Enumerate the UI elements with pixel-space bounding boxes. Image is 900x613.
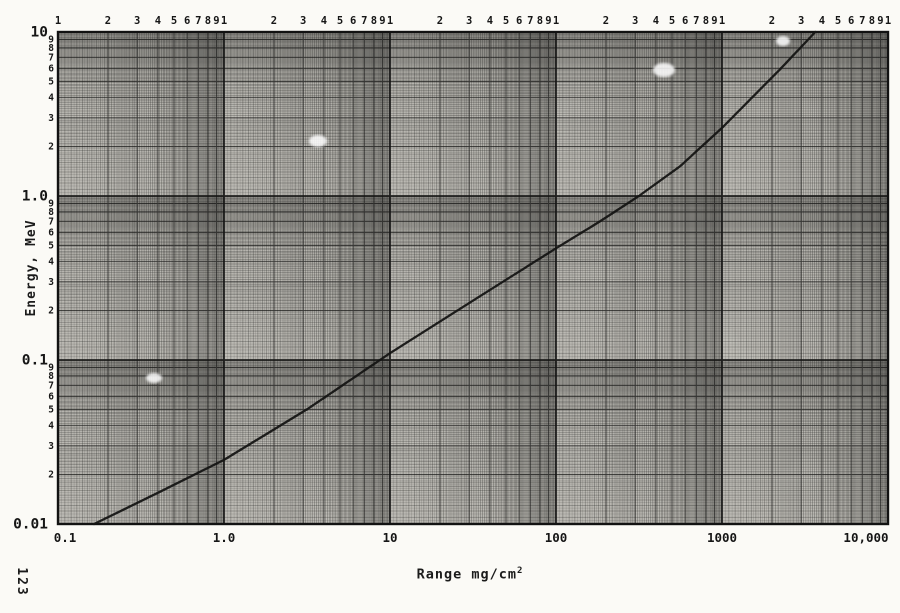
x-top-tick-label: 6 bbox=[516, 15, 522, 27]
x-top-tick-label: 3 bbox=[134, 15, 140, 27]
y-axis-minor-tick-label: 5 bbox=[48, 404, 54, 415]
x-top-tick-label: 7 bbox=[195, 15, 201, 27]
page-number: 123 bbox=[14, 567, 29, 597]
x-top-tick-label: 8 bbox=[371, 15, 377, 27]
y-axis-minor-tick-label: 8 bbox=[48, 43, 54, 54]
y-axis-decade-label: 1.0 bbox=[22, 189, 48, 205]
y-axis-minor-tick-label: 6 bbox=[48, 227, 54, 238]
x-top-tick-label: 6 bbox=[184, 15, 190, 27]
y-axis-minor-tick-label: 8 bbox=[48, 371, 54, 382]
x-top-tick-label: 7 bbox=[527, 15, 533, 27]
x-top-tick-label: 9 bbox=[545, 15, 551, 27]
y-axis-minor-tick-label: 3 bbox=[48, 441, 54, 452]
x-axis-tick-label: 1.0 bbox=[213, 530, 236, 545]
scan-white-spot bbox=[309, 135, 327, 147]
y-axis-decade-label: 0.01 bbox=[13, 517, 48, 533]
y-axis-minor-tick-label: 9 bbox=[48, 363, 54, 374]
x-top-tick-label: 2 bbox=[769, 15, 775, 27]
energy-range-curve bbox=[92, 30, 817, 526]
x-top-tick-label: 5 bbox=[337, 15, 343, 27]
x-top-tick-label: 1 bbox=[55, 15, 61, 27]
y-axis-minor-tick-label: 7 bbox=[48, 52, 54, 63]
x-top-tick-label: 9 bbox=[379, 15, 385, 27]
y-axis-minor-tick-label: 6 bbox=[48, 63, 54, 74]
x-top-tick-label: 4 bbox=[487, 15, 493, 27]
scan-white-spot bbox=[653, 63, 675, 77]
x-top-tick-label: 1 bbox=[885, 15, 891, 27]
x-top-tick-label: 3 bbox=[300, 15, 306, 27]
y-axis-title: Energy, MeV bbox=[24, 219, 39, 317]
x-top-tick-label: 8 bbox=[537, 15, 543, 27]
x-top-tick-label: 3 bbox=[632, 15, 638, 27]
x-top-tick-label: 4 bbox=[653, 15, 659, 27]
x-axis-tick-label: 1000 bbox=[707, 530, 737, 545]
x-axis-title-exponent: 2 bbox=[516, 566, 524, 576]
x-top-tick-label: 1 bbox=[553, 15, 559, 27]
x-top-tick-label: 5 bbox=[669, 15, 675, 27]
x-top-tick-label: 7 bbox=[693, 15, 699, 27]
x-axis-title: Range mg/cm2 bbox=[350, 566, 590, 586]
y-axis-minor-tick-label: 7 bbox=[48, 380, 54, 391]
x-top-tick-label: 9 bbox=[877, 15, 883, 27]
x-top-tick-label: 4 bbox=[321, 15, 327, 27]
x-top-tick-label: 4 bbox=[155, 15, 161, 27]
x-top-tick-label: 2 bbox=[603, 15, 609, 27]
y-axis-minor-tick-label: 2 bbox=[48, 142, 54, 153]
y-axis-minor-tick-label: 4 bbox=[48, 420, 54, 431]
y-axis-minor-tick-label: 5 bbox=[48, 76, 54, 87]
y-axis-decade-label: 10 bbox=[31, 25, 48, 41]
x-top-tick-label: 8 bbox=[703, 15, 709, 27]
x-top-tick-label: 8 bbox=[869, 15, 875, 27]
scan-grain-texture bbox=[58, 32, 888, 524]
y-axis-minor-tick-label: 3 bbox=[48, 113, 54, 124]
x-top-tick-label: 7 bbox=[361, 15, 367, 27]
y-axis-decade-label: 0.1 bbox=[22, 353, 48, 369]
x-top-tick-label: 9 bbox=[711, 15, 717, 27]
y-axis-minor-tick-label: 9 bbox=[48, 35, 54, 46]
y-axis-minor-tick-label: 8 bbox=[48, 207, 54, 218]
y-axis-minor-tick-label: 2 bbox=[48, 470, 54, 481]
x-top-tick-label: 2 bbox=[271, 15, 277, 27]
x-axis-tick-label: 10 bbox=[382, 530, 397, 545]
x-top-tick-label: 3 bbox=[466, 15, 472, 27]
x-axis-tick-label: 0.1 bbox=[54, 530, 77, 545]
x-top-tick-label: 2 bbox=[437, 15, 443, 27]
x-top-tick-label: 8 bbox=[205, 15, 211, 27]
y-axis-minor-tick-label: 4 bbox=[48, 92, 54, 103]
x-top-tick-label: 1 bbox=[221, 15, 227, 27]
y-axis-minor-tick-label: 6 bbox=[48, 391, 54, 402]
scan-white-spot bbox=[146, 373, 162, 383]
x-axis-title-text: Range mg/cm bbox=[416, 566, 517, 583]
x-top-tick-label: 4 bbox=[819, 15, 825, 27]
y-axis-minor-tick-label: 7 bbox=[48, 216, 54, 227]
x-top-tick-label: 5 bbox=[503, 15, 509, 27]
x-top-tick-label: 5 bbox=[171, 15, 177, 27]
x-top-tick-label: 6 bbox=[848, 15, 854, 27]
x-top-tick-label: 1 bbox=[387, 15, 393, 27]
x-top-tick-label: 2 bbox=[105, 15, 111, 27]
scan-white-spot bbox=[776, 36, 790, 46]
x-top-tick-label: 9 bbox=[213, 15, 219, 27]
x-top-tick-label: 1 bbox=[719, 15, 725, 27]
x-top-tick-label: 6 bbox=[682, 15, 688, 27]
x-top-tick-label: 6 bbox=[350, 15, 356, 27]
x-axis-tick-label: 10,000 bbox=[843, 530, 888, 545]
y-axis-minor-tick-label: 4 bbox=[48, 256, 54, 267]
y-axis-minor-tick-label: 9 bbox=[48, 199, 54, 210]
x-top-tick-label: 7 bbox=[859, 15, 865, 27]
y-axis-minor-tick-label: 2 bbox=[48, 306, 54, 317]
x-axis-tick-label: 100 bbox=[545, 530, 568, 545]
plot-border bbox=[56, 30, 890, 526]
x-top-tick-label: 5 bbox=[835, 15, 841, 27]
y-axis-minor-tick-label: 3 bbox=[48, 277, 54, 288]
x-top-tick-label: 3 bbox=[798, 15, 804, 27]
y-axis-minor-tick-label: 5 bbox=[48, 240, 54, 251]
